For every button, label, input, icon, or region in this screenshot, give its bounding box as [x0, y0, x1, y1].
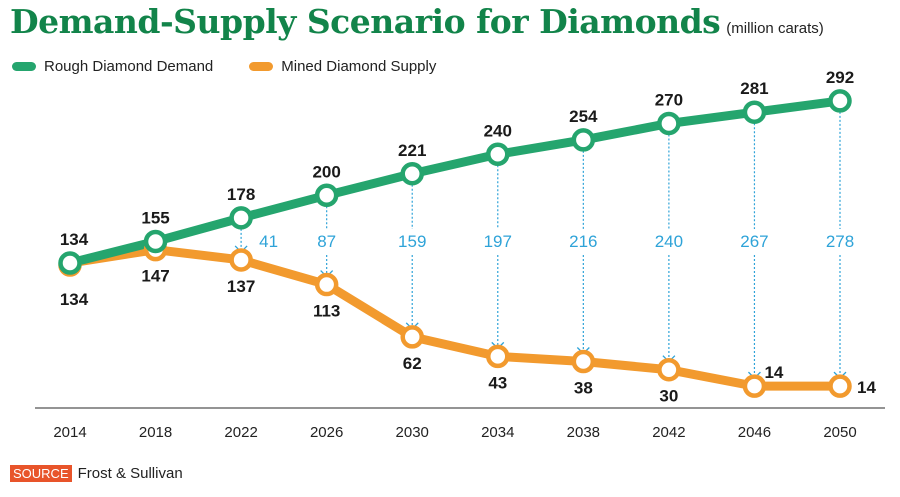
demand-value-label: 221 — [398, 141, 426, 160]
demand-value-label: 155 — [141, 208, 169, 227]
supply-value-label: 62 — [403, 354, 422, 373]
source-note: SOURCE Frost & Sullivan — [10, 465, 183, 482]
chart-title: Demand-Supply Scenario for Diamonds (mill… — [10, 2, 824, 41]
supply-value-label: 134 — [60, 290, 89, 309]
demand-point — [58, 251, 82, 275]
supply-value-label: 30 — [659, 387, 678, 406]
demand-point — [657, 111, 681, 136]
demand-point — [571, 128, 596, 152]
gap-value-label: 278 — [826, 232, 854, 251]
gap-value-label: 240 — [655, 232, 683, 251]
x-tick-label: 2046 — [738, 424, 771, 441]
source-text: Frost & Sullivan — [77, 465, 183, 482]
demand-value-label: 134 — [60, 230, 89, 249]
legend-item-supply: Mined Diamond Supply — [249, 58, 436, 75]
supply-value-label: 14 — [857, 378, 876, 397]
supply-point — [486, 344, 510, 369]
x-tick-label: 2042 — [652, 424, 685, 441]
units-label: (million carats) — [726, 20, 824, 37]
gap-value-label: 41 — [259, 232, 278, 251]
demand-value-label: 292 — [826, 68, 854, 87]
supply-value-label: 137 — [227, 277, 255, 296]
x-tick-label: 2018 — [139, 424, 172, 441]
legend-item-demand: Rough Diamond Demand — [12, 58, 213, 75]
x-tick-label: 2030 — [396, 424, 429, 441]
supply-point — [229, 248, 253, 272]
demand-value-label: 200 — [312, 162, 340, 181]
supply-line — [65, 245, 845, 391]
legend-label-demand: Rough Diamond Demand — [44, 58, 214, 75]
supply-point — [571, 349, 596, 374]
x-tick-label: 2050 — [823, 424, 856, 441]
supply-point — [828, 374, 852, 398]
supply-value-label: 43 — [488, 373, 507, 392]
x-tick-label: 2034 — [481, 424, 514, 441]
source-badge: SOURCE — [10, 465, 72, 482]
gap-value-label: 267 — [740, 232, 768, 251]
demand-value-label: 281 — [740, 79, 768, 98]
legend-swatch-demand — [12, 62, 36, 71]
supply-value-label: 38 — [574, 379, 593, 398]
demand-point — [828, 89, 852, 113]
supply-value-label: 14 — [764, 363, 783, 382]
gap-value-label: 216 — [569, 232, 597, 251]
demand-point — [143, 229, 168, 254]
supply-point — [400, 325, 424, 349]
x-tick-label: 2022 — [224, 424, 257, 441]
demand-point — [314, 183, 339, 208]
x-tick-label: 2038 — [567, 424, 600, 441]
demand-point — [486, 142, 510, 167]
demand-value-label: 254 — [569, 107, 598, 126]
demand-point — [742, 100, 767, 124]
supply-value-label: 113 — [313, 302, 340, 321]
x-tick-label: 2026 — [310, 424, 343, 441]
legend-label-supply: Mined Diamond Supply — [281, 58, 437, 75]
supply-point — [314, 272, 339, 297]
x-tick-label: 2014 — [53, 424, 86, 441]
demand-value-label: 240 — [484, 121, 512, 140]
demand-point — [229, 206, 253, 230]
demand-value-label: 270 — [655, 90, 683, 109]
supply-point — [657, 357, 681, 382]
chart-title-text: Demand-Supply Scenario for Diamonds — [10, 2, 721, 41]
legend: Rough Diamond Demand Mined Diamond Suppl… — [12, 58, 436, 75]
legend-swatch-supply — [249, 62, 274, 71]
demand-line — [65, 96, 845, 268]
supply-value-label: 147 — [141, 267, 169, 286]
gap-value-label: 87 — [317, 232, 336, 251]
supply-point — [742, 374, 767, 398]
gap-value-label: 159 — [398, 232, 426, 251]
demand-point — [400, 162, 424, 186]
demand-value-label: 178 — [227, 185, 255, 204]
gap-value-label: 197 — [484, 232, 512, 251]
